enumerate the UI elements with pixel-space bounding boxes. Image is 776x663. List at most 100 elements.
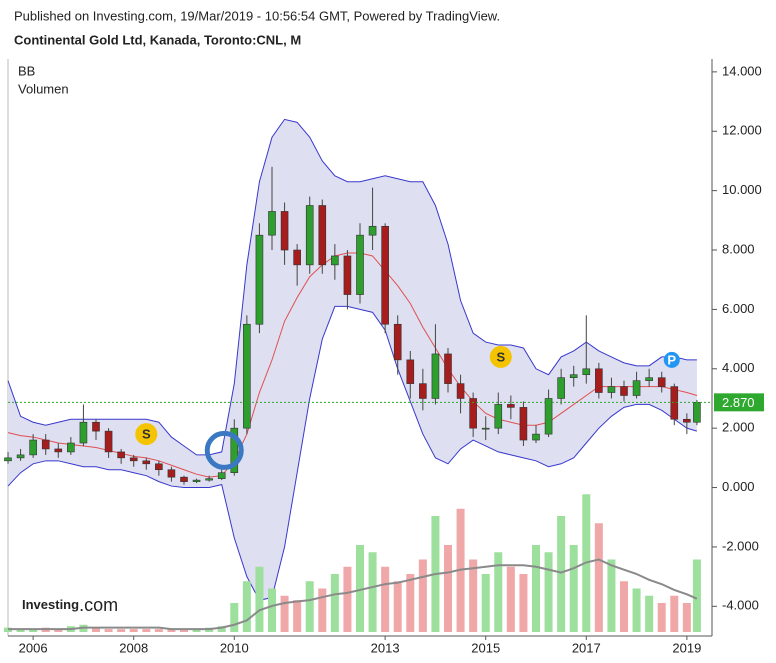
candle-body <box>657 377 666 387</box>
volume-bar <box>418 559 427 632</box>
candle-body <box>456 383 465 399</box>
source-line: Published on Investing.com, 19/Mar/2019 … <box>14 8 500 23</box>
y-tick-label: 6.000 <box>722 301 755 316</box>
candle-body <box>557 377 565 399</box>
candle-body <box>280 211 289 251</box>
volume-bar <box>557 516 566 632</box>
candle-body <box>595 368 603 393</box>
volume-bar <box>180 629 188 632</box>
candle-body <box>469 398 477 429</box>
candle-body <box>607 386 616 393</box>
candle-body <box>620 386 628 396</box>
candle-body <box>670 386 679 420</box>
chart-title: Continental Gold Ltd, Kanada, Toronto:CN… <box>14 32 301 47</box>
candle-body <box>16 454 25 459</box>
logo: Investing.com <box>22 595 118 615</box>
candle-body <box>268 211 276 236</box>
volume-bar <box>607 559 616 632</box>
volume-bar <box>368 552 377 632</box>
band-lower <box>7 305 698 601</box>
volume-bar <box>117 629 126 632</box>
candle-body <box>393 323 402 361</box>
event-label: S <box>142 427 151 442</box>
candle-body <box>419 383 427 399</box>
volume-bar <box>305 581 314 632</box>
logo-suffix: .com <box>79 595 118 615</box>
indicator-label: Volumen <box>18 81 69 96</box>
candle-body <box>693 402 701 423</box>
candle-body <box>29 439 37 456</box>
volume-bar <box>519 574 528 632</box>
candle-body <box>318 205 327 266</box>
volume-bar <box>682 603 691 632</box>
y-tick-label: 12.000 <box>722 123 762 138</box>
volume-bar <box>280 595 289 632</box>
event-label: S <box>496 349 505 364</box>
volume-bar <box>16 629 25 632</box>
volume-bar <box>506 566 515 632</box>
x-tick-label: 2006 <box>19 640 48 655</box>
candle-body <box>331 255 339 266</box>
event-marker <box>135 423 158 446</box>
candle-body <box>519 407 528 441</box>
candle-body <box>645 377 653 381</box>
candle-body <box>381 225 389 325</box>
candle-body <box>683 418 691 423</box>
candle-body <box>167 469 176 478</box>
volume-bar <box>569 545 578 632</box>
volume-bar <box>318 588 327 632</box>
candle-body <box>431 353 440 399</box>
event-label: P <box>667 352 676 367</box>
candle-body <box>582 368 591 376</box>
volume-bar <box>129 629 138 632</box>
x-tick-label: 2013 <box>371 640 400 655</box>
y-tick-label: 14.000 <box>722 63 762 78</box>
volume-bar <box>230 603 239 632</box>
volume-bar <box>544 552 553 632</box>
candle-body <box>544 398 553 435</box>
candle-body <box>481 427 490 430</box>
candle-body <box>129 457 138 462</box>
candle-body <box>305 205 314 266</box>
candle-body <box>155 463 163 471</box>
indicator-label: BB <box>18 63 35 78</box>
volume-bar <box>406 574 415 632</box>
volume-ma <box>8 558 698 631</box>
candle-body <box>67 442 75 453</box>
volume-bar <box>330 574 339 632</box>
volume-bar <box>343 566 352 632</box>
candle-body <box>368 225 377 236</box>
candle-body <box>4 457 12 462</box>
volume-bar <box>381 566 390 632</box>
volume-bar <box>481 574 490 632</box>
candle-body <box>230 427 239 474</box>
candle-body <box>494 404 503 429</box>
volume-bar <box>594 523 603 632</box>
candle-body <box>41 439 50 450</box>
volume-bar <box>692 559 701 632</box>
candle-body <box>117 451 125 459</box>
x-tick-label: 2019 <box>672 640 701 655</box>
logo-name: Investing <box>22 597 79 612</box>
band-upper <box>7 118 697 456</box>
volume-bar <box>670 595 679 632</box>
candle-body <box>406 359 415 384</box>
x-tick-label: 2010 <box>220 640 249 655</box>
volume-bar <box>620 581 628 632</box>
y-tick-label: 8.000 <box>722 241 755 256</box>
volume-bar <box>242 581 251 632</box>
candle-body <box>507 404 515 408</box>
candle-body <box>205 478 213 481</box>
y-tick-label: -4.000 <box>722 598 759 613</box>
volume-bar <box>92 627 100 632</box>
y-tick-label: 0.000 <box>722 479 755 494</box>
volume-bar <box>29 629 38 632</box>
volume-bar <box>54 629 63 632</box>
volume-bar <box>469 559 478 632</box>
volume-bar <box>293 600 302 632</box>
candle-body <box>192 479 201 482</box>
y-tick-label: 10.000 <box>722 182 762 197</box>
volume-bar <box>154 629 163 632</box>
